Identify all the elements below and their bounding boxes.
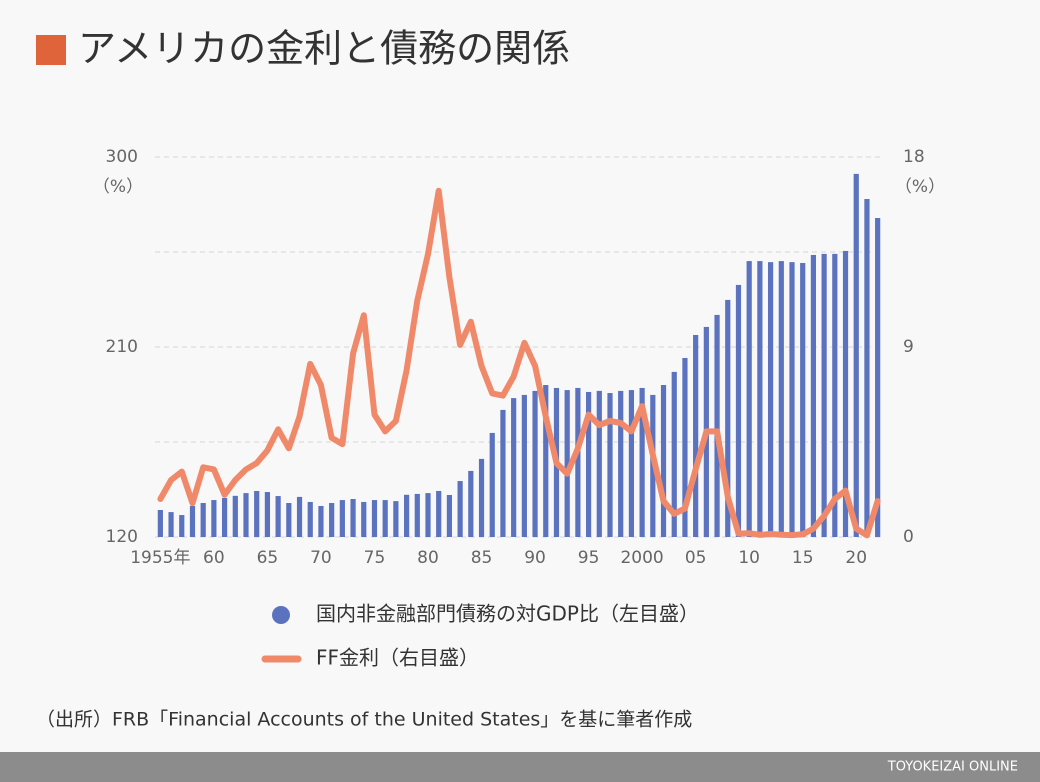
bar	[564, 390, 570, 537]
bar	[671, 371, 677, 537]
bar	[436, 490, 442, 537]
line	[157, 187, 881, 539]
legend-swatch	[272, 606, 290, 624]
bar	[875, 218, 881, 537]
bar	[157, 509, 163, 537]
legend-label: FF金利（右目盛）	[316, 646, 479, 670]
bar	[842, 250, 849, 537]
bar	[489, 432, 495, 537]
legend-label: 国内非金融部門債務の対GDP比（左目盛）	[316, 602, 699, 626]
y-tick-label: 210	[106, 337, 138, 357]
bar	[767, 262, 774, 537]
bar	[532, 390, 538, 537]
bar	[511, 398, 517, 537]
footer-text: TOYOKEIZAI ONLINE	[887, 760, 1018, 775]
bar	[371, 500, 378, 537]
bar	[457, 481, 463, 537]
bar	[478, 458, 485, 537]
bar	[425, 493, 431, 537]
bar	[693, 334, 699, 537]
x-tick-label: 2000	[620, 548, 663, 568]
y2-unit: （%）	[895, 177, 945, 197]
bar	[832, 253, 838, 537]
bar	[725, 299, 731, 537]
bar	[307, 501, 313, 537]
y-tick-label: 300	[106, 147, 138, 167]
bar	[778, 261, 784, 537]
footer-bar	[0, 752, 1040, 782]
bar	[350, 499, 356, 537]
y2-tick-label: 9	[903, 337, 914, 357]
bar	[607, 393, 613, 537]
bar	[660, 385, 667, 537]
bar	[628, 390, 635, 537]
bar	[393, 501, 399, 537]
bar	[821, 253, 827, 537]
bar	[714, 314, 720, 537]
chart-title: アメリカの金利と債務の関係	[78, 27, 570, 71]
bar	[853, 173, 859, 537]
bar	[414, 493, 420, 537]
bar	[864, 199, 870, 537]
source-note: （出所）FRB「Financial Accounts of the United…	[36, 709, 692, 731]
bar	[575, 387, 581, 537]
x-tick-label: 65	[257, 548, 279, 568]
x-tick-label: 90	[524, 548, 546, 568]
x-tick-label: 05	[685, 548, 707, 568]
x-tick-label: 95	[578, 548, 600, 568]
bar	[232, 495, 238, 537]
x-tick-label: 15	[792, 548, 814, 568]
x-tick-label: 80	[417, 548, 439, 568]
bar	[211, 500, 217, 537]
bar	[618, 390, 624, 537]
bar	[189, 505, 196, 537]
x-tick-label: 75	[364, 548, 386, 568]
bar	[382, 500, 388, 537]
bar	[735, 284, 742, 537]
bar	[179, 515, 185, 537]
x-tick-label: 20	[845, 548, 867, 568]
bar	[757, 261, 763, 537]
bar	[789, 262, 795, 537]
bar	[339, 500, 345, 537]
bar	[221, 497, 228, 537]
x-tick-label: 70	[310, 548, 332, 568]
bar	[596, 390, 602, 537]
bar	[286, 503, 292, 537]
bar	[543, 385, 549, 537]
bar	[746, 261, 752, 537]
y-tick-label: 120	[106, 527, 138, 547]
bar	[296, 496, 303, 537]
bar	[500, 409, 506, 537]
bar	[521, 394, 527, 537]
bar	[275, 496, 281, 537]
bar	[810, 254, 817, 537]
bar	[585, 391, 592, 537]
bar	[361, 501, 367, 537]
bar	[243, 493, 249, 537]
x-tick-label: 85	[471, 548, 493, 568]
bar	[329, 503, 335, 537]
bar	[446, 494, 453, 537]
title-marker	[36, 35, 66, 65]
bar	[318, 505, 324, 537]
bar	[168, 512, 174, 537]
y2-tick-label: 18	[903, 147, 925, 167]
bar	[682, 357, 688, 537]
bar	[264, 492, 271, 537]
y2-tick-label: 0	[903, 527, 914, 547]
bar	[468, 470, 474, 537]
x-tick-label: 1955年	[130, 548, 190, 568]
x-tick-label: 60	[203, 548, 225, 568]
x-tick-label: 10	[738, 548, 760, 568]
bar	[254, 490, 260, 537]
bar	[200, 503, 206, 537]
bar	[800, 262, 806, 537]
y-unit: （%）	[93, 177, 143, 197]
bar	[403, 494, 410, 537]
bar	[639, 387, 645, 537]
